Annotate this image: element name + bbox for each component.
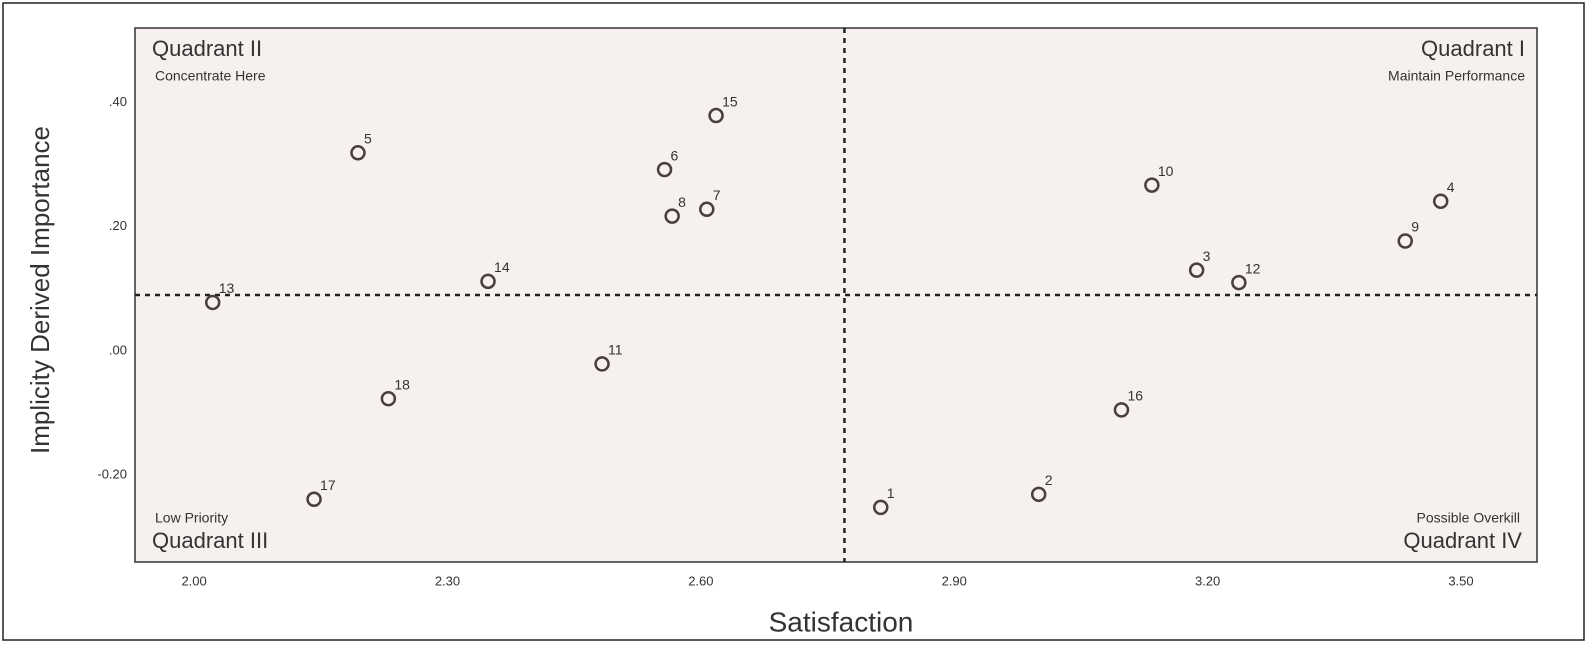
point	[873, 499, 889, 516]
point-label: 1	[887, 485, 895, 501]
point-label: 18	[394, 376, 410, 392]
point-label: 7	[713, 187, 721, 203]
point	[204, 294, 221, 311]
quadrant-name: Quadrant III	[152, 528, 268, 553]
y-tick-label: .20	[109, 218, 127, 233]
point	[306, 491, 322, 508]
frame	[2, 2, 1585, 641]
quadrant-note: Maintain Performance	[1388, 68, 1525, 84]
point-label: 8	[678, 194, 686, 210]
point	[664, 208, 680, 224]
x-tick-label: 2.00	[181, 573, 206, 588]
point	[1144, 177, 1160, 193]
point	[350, 145, 366, 161]
point-label: 16	[1127, 388, 1143, 404]
point-label: 10	[1158, 163, 1174, 179]
point-label: 14	[494, 259, 510, 275]
point	[656, 161, 673, 178]
point	[1113, 402, 1130, 418]
point	[480, 273, 496, 290]
x-tick-label: 2.60	[688, 573, 713, 588]
quadrant-name: Quadrant I	[1421, 36, 1525, 61]
point	[1231, 274, 1247, 291]
point-label: 12	[1245, 260, 1261, 276]
point-label: 17	[320, 477, 336, 493]
quadrant-name: Quadrant II	[152, 36, 262, 61]
quadrant-note: Concentrate Here	[155, 68, 266, 84]
point-label: 5	[364, 131, 372, 147]
x-axis-label: Satisfaction	[769, 606, 914, 637]
point-label: 4	[1447, 179, 1455, 195]
point	[594, 356, 610, 372]
y-axis-label: Implicity Derived Importance	[25, 126, 55, 454]
point-label: 2	[1045, 472, 1053, 488]
x-tick-label: 3.50	[1448, 573, 1473, 588]
point-label: 11	[608, 342, 623, 358]
y-tick-label: -0.20	[97, 467, 127, 482]
x-tick-label: 3.20	[1195, 573, 1220, 588]
y-tick-label: .00	[109, 342, 127, 357]
point	[1397, 233, 1413, 249]
point	[1432, 193, 1449, 209]
point	[1188, 262, 1205, 278]
y-tick-label: .40	[109, 94, 127, 109]
x-tick-label: 2.30	[435, 573, 460, 588]
point	[380, 390, 397, 407]
point-label: 6	[671, 147, 679, 163]
point-label: 15	[722, 93, 738, 109]
quadrant-note: Possible Overkill	[1417, 510, 1520, 526]
point	[1030, 486, 1047, 503]
point	[699, 201, 715, 218]
quadrant-note: Low Priority	[155, 510, 228, 526]
point-label: 9	[1411, 219, 1419, 235]
quadrant-name: Quadrant IV	[1403, 528, 1522, 553]
x-tick-label: 2.90	[942, 573, 967, 588]
point	[708, 107, 724, 124]
point-label: 3	[1203, 248, 1211, 264]
point-label: 13	[219, 280, 235, 296]
